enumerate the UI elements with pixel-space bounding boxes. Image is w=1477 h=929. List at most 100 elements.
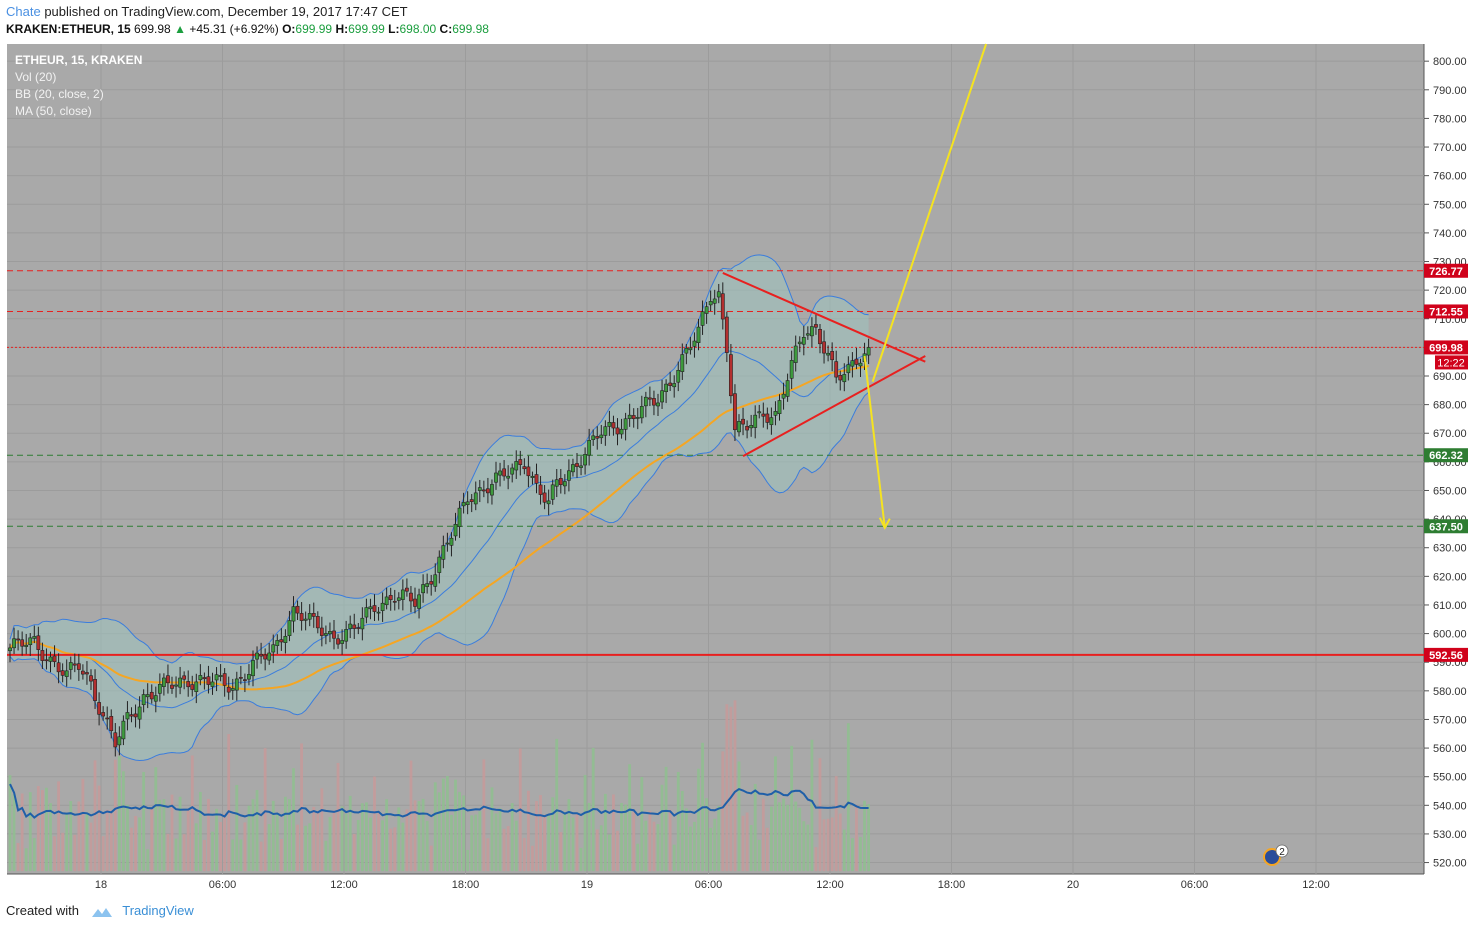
volume-bar [425, 820, 429, 872]
candle-body [781, 393, 786, 399]
volume-bar [28, 792, 32, 872]
legend-item: BB (20, close, 2) [15, 87, 104, 101]
volume-bar [433, 782, 437, 872]
candle-body [842, 374, 847, 383]
volume-bar [644, 820, 648, 872]
candle-body [429, 581, 434, 585]
author-link[interactable]: Chate [6, 4, 41, 19]
low-value: 698.00 [399, 22, 437, 36]
volume-bar [101, 836, 105, 872]
volume-bar [243, 822, 247, 872]
candle-body [40, 650, 45, 661]
drawings [722, 43, 987, 530]
candle-body [542, 492, 547, 503]
time-axis[interactable] [7, 874, 1424, 896]
candle-body [684, 348, 689, 354]
volume-bar [749, 825, 753, 872]
volume-bar [332, 810, 336, 872]
volume-bar [251, 799, 255, 872]
candle-body [745, 425, 750, 431]
plot-area[interactable] [7, 44, 1424, 874]
volume-bar [458, 791, 461, 872]
volume-bar [498, 808, 502, 872]
candle-body [643, 396, 648, 407]
candle-body [72, 663, 77, 666]
candle-body [579, 465, 583, 468]
open-label: O: [282, 22, 296, 36]
volume-bar [57, 781, 60, 872]
volume-bar [429, 845, 433, 872]
candle-body [315, 616, 320, 629]
candle-body [376, 611, 381, 614]
volume-bar [344, 813, 348, 872]
candle-body [639, 406, 644, 419]
time-tick-label: 06:00 [1181, 879, 1209, 891]
candle-body [530, 475, 535, 478]
volume-bar [616, 830, 619, 872]
candle-body [133, 713, 138, 718]
volume-bar [668, 809, 672, 872]
candle-body [145, 694, 150, 698]
volume-ma-line [9, 783, 869, 819]
volume-bar [275, 814, 279, 872]
level-label: 592.56 [1429, 650, 1463, 662]
volume-bar [97, 785, 101, 872]
volume-bar [818, 758, 822, 872]
volume-bar [126, 804, 129, 872]
candle-body [728, 354, 733, 397]
event-badge[interactable]: 2 [1263, 844, 1289, 866]
candle-body [680, 354, 685, 372]
volume-bar [514, 820, 518, 872]
price-tick-label: 650.00 [1433, 485, 1467, 497]
volume-bar [470, 815, 474, 872]
time-tick-label: 18:00 [938, 879, 966, 891]
badge-count: 2 [1279, 847, 1285, 858]
publish-text: published on TradingView.com, December 1… [44, 4, 408, 19]
price-chart[interactable]: 520.00 530.00 540.00 550.00 560.00 570.00 580.… [0, 40, 1477, 896]
candle-body [510, 467, 515, 475]
candle-body [765, 413, 770, 423]
last-price: 699.98 [134, 22, 171, 36]
candle-body [60, 670, 65, 676]
legend-item: MA (50, close) [15, 104, 92, 118]
level-label-bg [1424, 448, 1468, 463]
volume-bar [198, 791, 202, 872]
volume-bar [109, 809, 113, 872]
volume-bar [409, 760, 413, 872]
candle-body [708, 301, 713, 306]
volume-bar [417, 801, 421, 872]
volume-bar [207, 798, 210, 872]
volume-bar [413, 800, 417, 872]
price-tick-label: 770.00 [1433, 142, 1467, 154]
volume-bar [263, 748, 267, 872]
candle-body [129, 714, 134, 717]
volume-bar [150, 807, 154, 872]
candle-body [218, 675, 223, 677]
volume-bar [231, 839, 235, 872]
volume-bar [122, 771, 125, 872]
volume-bar [753, 783, 757, 872]
price-tick-label: 540.00 [1433, 800, 1467, 812]
volume-bar [595, 829, 599, 872]
volume-bar [65, 812, 69, 872]
close-value: 699.98 [452, 22, 489, 36]
price-tick-label: 740.00 [1433, 228, 1467, 240]
time-tick-label: 06:00 [695, 879, 723, 891]
volume-bar [543, 814, 546, 872]
candle-body [696, 326, 701, 343]
candle-body [24, 644, 29, 647]
tradingview-link[interactable]: TradingView [122, 903, 194, 918]
candle-body [485, 488, 490, 494]
up-triangle-icon: ▲ [174, 22, 186, 36]
volume-bar [648, 810, 652, 872]
volume-bar [466, 849, 470, 872]
volume-bar [304, 825, 308, 872]
volume-bar [486, 838, 490, 872]
volume-bar [838, 813, 842, 872]
countdown-bg [1435, 355, 1468, 370]
candle-body [226, 686, 231, 693]
volume-bar [608, 834, 611, 872]
price-tick-label: 680.00 [1433, 400, 1467, 412]
candle-body [425, 583, 430, 587]
candle-body [526, 466, 531, 477]
